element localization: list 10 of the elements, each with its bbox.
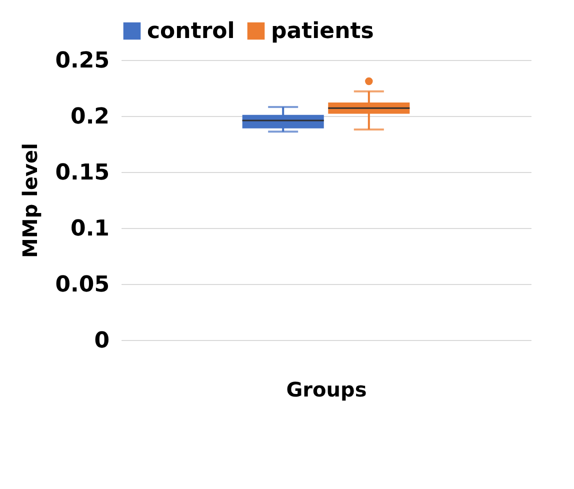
legend-label: patients: [271, 19, 374, 44]
y-axis-title: MMp level: [18, 143, 42, 258]
y-tick-label: 0.2: [70, 104, 110, 130]
x-axis-title: Groups: [286, 378, 367, 402]
legend-label: control: [147, 19, 235, 44]
y-tick-label: 0.25: [55, 48, 110, 74]
y-tick-label: 0.15: [55, 160, 110, 186]
y-tick-label: 0.1: [70, 216, 110, 242]
y-tick-label: 0: [94, 328, 110, 354]
y-tick-label: 0.05: [55, 272, 110, 298]
